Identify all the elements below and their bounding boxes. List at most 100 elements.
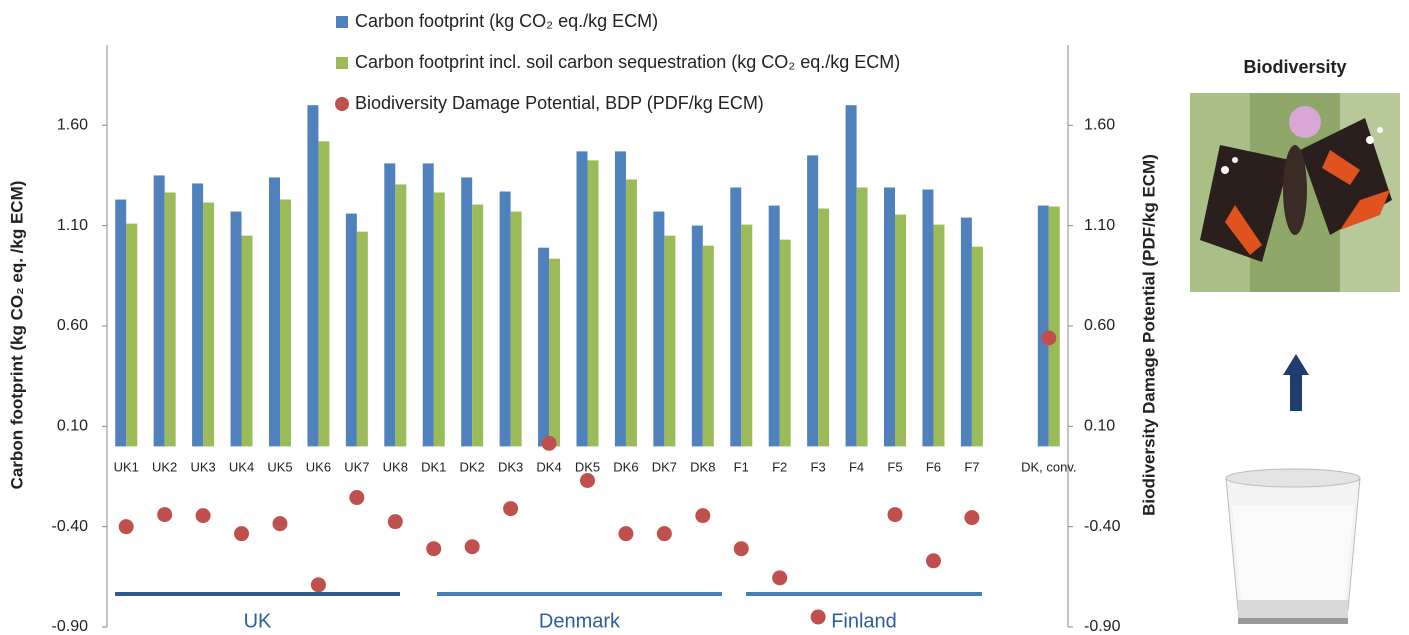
- x-tick-label: UK6: [306, 459, 331, 474]
- x-tick-label: DK5: [575, 459, 600, 474]
- bar: [1037, 205, 1049, 447]
- bar: [356, 231, 368, 447]
- x-tick-label: UK3: [190, 459, 215, 474]
- group-label: Denmark: [539, 610, 621, 632]
- bar: [115, 199, 127, 447]
- bar: [807, 155, 819, 447]
- milk-glass: [1225, 468, 1361, 624]
- x-tick-label: F3: [811, 459, 826, 474]
- bar: [153, 175, 165, 447]
- y-tick-label: 0.10: [57, 418, 88, 435]
- x-tick-label: F2: [772, 459, 787, 474]
- y2-tick-label: 0.10: [1084, 418, 1115, 435]
- dot: [656, 526, 672, 542]
- butterfly-photo: [1190, 93, 1400, 292]
- bar: [691, 225, 703, 447]
- dot: [964, 510, 980, 526]
- x-tick-label: DK, conv.: [1021, 459, 1076, 474]
- dot: [810, 609, 826, 625]
- legend-label: Biodiversity Damage Potential, BDP (PDF/…: [355, 93, 764, 113]
- dot: [541, 435, 557, 451]
- y-tick-label: 1.10: [57, 217, 88, 234]
- x-tick-label: DK2: [460, 459, 485, 474]
- x-tick-label: F6: [926, 459, 941, 474]
- bar: [576, 151, 588, 447]
- bar: [472, 204, 484, 447]
- x-tick-label: F4: [849, 459, 864, 474]
- bar: [395, 184, 407, 447]
- dot: [234, 526, 250, 542]
- x-tick-label: DK8: [690, 459, 715, 474]
- dot: [503, 501, 519, 517]
- group-label: UK: [244, 610, 272, 632]
- dot: [118, 519, 134, 535]
- bar: [971, 246, 983, 447]
- dot: [1041, 330, 1057, 346]
- y2-tick-label: 1.60: [1084, 116, 1115, 133]
- bar: [845, 105, 857, 447]
- bar: [549, 258, 561, 447]
- bar: [933, 224, 945, 447]
- y2-axis-title: Biodiversity Damage Potential (PDF/kg EC…: [1139, 154, 1158, 516]
- bar: [702, 245, 714, 447]
- dot: [157, 507, 173, 523]
- bar: [384, 163, 396, 447]
- x-tick-label: UK2: [152, 459, 177, 474]
- x-tick-label: DK7: [652, 459, 677, 474]
- legend-swatch: [335, 97, 349, 111]
- bar: [779, 239, 791, 447]
- x-tick-label: UK1: [114, 459, 139, 474]
- x-tick-label: DK4: [536, 459, 561, 474]
- bar: [768, 205, 780, 447]
- legend-label: Carbon footprint (kg CO₂ eq./kg ECM): [355, 11, 658, 31]
- dot: [272, 516, 288, 532]
- bar: [433, 192, 445, 447]
- arrow: [1283, 354, 1309, 411]
- dot: [195, 508, 211, 524]
- x-tick-label: UK7: [344, 459, 369, 474]
- bar: [318, 141, 330, 447]
- y2-tick-label: -0.40: [1084, 518, 1121, 535]
- x-tick-label: F5: [887, 459, 902, 474]
- dot: [618, 526, 634, 542]
- dot: [695, 508, 711, 524]
- bar: [461, 177, 473, 447]
- bar: [922, 189, 934, 447]
- bar: [587, 160, 599, 447]
- legend-swatch: [336, 57, 348, 69]
- y-tick-label: -0.40: [52, 518, 89, 535]
- legend-label: Carbon footprint incl. soil carbon seque…: [355, 52, 900, 72]
- bar: [856, 187, 868, 447]
- x-tick-label: F1: [734, 459, 749, 474]
- dot: [733, 541, 749, 557]
- bar: [192, 183, 204, 447]
- y-tick-label: 0.60: [57, 317, 88, 334]
- y-axis-title: Carbon footprint (kg CO₂ eq. /kg ECM): [7, 181, 26, 490]
- panel-title: Biodiversity: [1243, 57, 1346, 77]
- x-tick-label: UK4: [229, 459, 254, 474]
- dot: [387, 514, 403, 530]
- x-tick-label: UK5: [267, 459, 292, 474]
- bar: [499, 191, 511, 447]
- x-tick-label: UK8: [383, 459, 408, 474]
- bar: [307, 105, 319, 447]
- bar: [268, 177, 280, 447]
- bar: [895, 214, 907, 447]
- dot: [580, 472, 595, 488]
- bar: [653, 211, 665, 447]
- dot: [925, 553, 941, 569]
- y-tick-label: -0.90: [52, 618, 89, 635]
- dot: [464, 539, 480, 555]
- bar: [510, 211, 522, 447]
- x-tick-label: DK3: [498, 459, 523, 474]
- bar: [625, 179, 637, 447]
- y2-tick-label: -0.90: [1084, 618, 1121, 635]
- x-tick-label: F7: [964, 459, 979, 474]
- bar: [230, 211, 242, 447]
- y-tick-label: 1.60: [57, 116, 88, 133]
- bar: [818, 208, 830, 447]
- bar: [422, 163, 434, 447]
- bar: [884, 187, 896, 447]
- bar: [126, 223, 138, 447]
